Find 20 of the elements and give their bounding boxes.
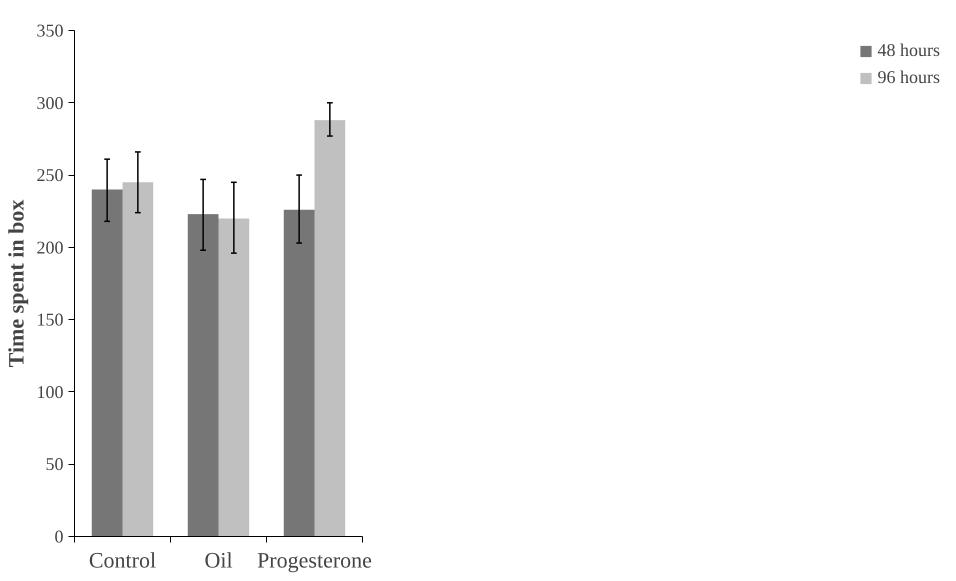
bar [218, 218, 250, 536]
bar [188, 214, 218, 536]
y-axis-title: Time spent in box [4, 200, 28, 368]
y-tick-label: 0 [54, 526, 64, 546]
bar [284, 210, 314, 536]
y-tick-label: 50 [46, 454, 64, 474]
legend-label: 96 hours [878, 67, 940, 88]
y-tick-label: 350 [36, 20, 64, 40]
y-tick-label: 200 [36, 237, 64, 258]
y-tick-label: 100 [36, 382, 64, 402]
bar [122, 182, 154, 536]
y-tick-label: 300 [36, 92, 64, 113]
y-tick-label: 150 [36, 310, 64, 330]
x-tick-label: Control [88, 548, 156, 572]
legend-label: 48 hours [878, 40, 940, 61]
y-tick-label: 250 [36, 165, 64, 186]
bar [92, 190, 122, 536]
bar [314, 120, 346, 536]
x-tick-label: Progesterone [257, 548, 372, 572]
x-tick-label: Oil [204, 548, 233, 572]
